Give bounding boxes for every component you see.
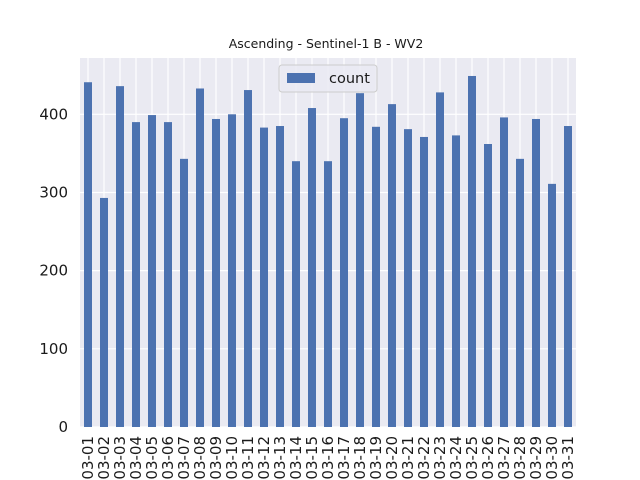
legend: count <box>278 64 378 93</box>
bar-count-03-16 <box>324 161 332 427</box>
bar-count-03-02 <box>100 197 108 427</box>
bar-count-03-01 <box>84 82 92 427</box>
y-tick-label: 400 <box>39 105 68 123</box>
x-tick-label: 03-18 <box>351 436 369 480</box>
bar-count-03-26 <box>484 143 492 427</box>
bar-count-03-21 <box>404 129 412 427</box>
x-tick-label: 03-06 <box>159 436 177 480</box>
x-tick-label: 03-25 <box>463 436 481 480</box>
bar-count-03-20 <box>388 104 396 427</box>
bar-count-03-15 <box>308 108 316 427</box>
chart-title: Ascending - Sentinel-1 B - WV2 <box>229 36 424 51</box>
bar-count-03-09 <box>212 118 220 427</box>
x-tick-label: 03-17 <box>335 436 353 480</box>
x-tick-label: 03-08 <box>191 436 209 480</box>
y-tick-label: 0 <box>58 418 68 436</box>
x-tick-label: 03-01 <box>79 436 97 480</box>
x-tick-label: 03-20 <box>383 436 401 480</box>
bar-count-03-28 <box>516 158 524 427</box>
bar-count-03-14 <box>292 161 300 427</box>
x-tick-label: 03-04 <box>127 436 145 480</box>
x-tick-label: 03-12 <box>255 436 273 480</box>
bar-count-03-18 <box>356 93 364 427</box>
bar-count-03-12 <box>260 127 268 427</box>
bar-count-03-29 <box>532 118 540 427</box>
y-axis-ticks: 0 100 200 300 400 <box>39 105 68 436</box>
x-tick-label: 03-22 <box>415 436 433 480</box>
bars <box>84 75 572 428</box>
bar-count-03-08 <box>196 88 204 427</box>
x-tick-label: 03-29 <box>527 436 545 480</box>
x-tick-label: 03-27 <box>495 436 513 480</box>
bar-count-03-23 <box>436 92 444 427</box>
x-tick-label: 03-26 <box>479 436 497 480</box>
bar-count-03-17 <box>340 118 348 428</box>
x-tick-label: 03-16 <box>319 436 337 480</box>
legend-label-count: count <box>329 71 370 87</box>
bar-count-03-25 <box>468 75 476 428</box>
legend-box <box>278 64 378 93</box>
x-tick-label: 03-07 <box>175 436 193 480</box>
x-tick-label: 03-11 <box>239 436 257 480</box>
x-tick-label: 03-10 <box>223 436 241 480</box>
bar-count-03-04 <box>132 122 140 428</box>
x-tick-label: 03-19 <box>367 436 385 480</box>
x-axis-ticks: 03-0103-0203-0303-0403-0503-0603-0703-08… <box>79 436 577 480</box>
x-tick-label: 03-30 <box>543 436 561 480</box>
legend-swatch-count <box>287 73 315 83</box>
bar-count-03-03 <box>116 86 124 427</box>
x-tick-label: 03-21 <box>399 436 417 480</box>
x-tick-label: 03-15 <box>303 436 321 480</box>
x-tick-label: 03-13 <box>271 436 289 480</box>
x-tick-label: 03-23 <box>431 436 449 480</box>
x-tick-label: 03-31 <box>559 436 577 480</box>
bar-count-03-19 <box>372 126 380 428</box>
x-tick-label: 03-02 <box>95 436 113 480</box>
bar-count-03-27 <box>500 117 508 427</box>
x-tick-label: 03-28 <box>511 436 529 480</box>
bar-count-03-22 <box>420 136 428 427</box>
y-tick-label: 200 <box>39 262 68 280</box>
x-tick-label: 03-24 <box>447 436 465 480</box>
y-tick-label: 100 <box>39 340 68 358</box>
bar-count-03-13 <box>276 126 284 427</box>
bar-count-03-31 <box>564 126 572 427</box>
bar-count-03-10 <box>228 114 236 427</box>
bar-count-03-05 <box>148 115 156 427</box>
y-tick-label: 300 <box>39 183 68 201</box>
bar-count-03-11 <box>244 90 252 427</box>
bar-count-03-30 <box>548 183 556 427</box>
x-tick-label: 03-14 <box>287 436 305 480</box>
x-tick-label: 03-09 <box>207 436 225 480</box>
bar-count-03-24 <box>452 135 460 427</box>
x-tick-label: 03-03 <box>111 436 129 480</box>
x-tick-label: 03-05 <box>143 436 161 480</box>
bar-count-03-06 <box>164 122 172 428</box>
bar-count-03-07 <box>180 158 188 427</box>
